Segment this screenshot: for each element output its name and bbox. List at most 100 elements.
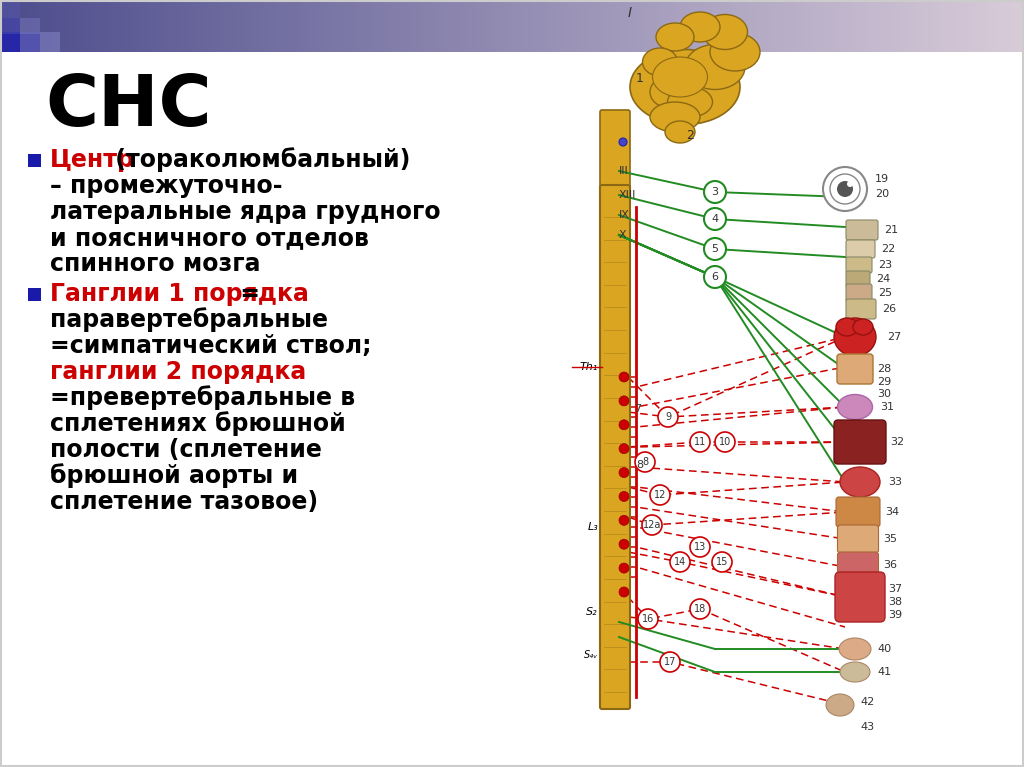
Bar xyxy=(476,0,482,52)
Bar xyxy=(164,0,170,52)
Bar xyxy=(1009,0,1015,52)
Bar xyxy=(804,0,810,52)
Text: 12a: 12a xyxy=(643,520,662,530)
Bar xyxy=(379,0,385,52)
Ellipse shape xyxy=(668,87,713,117)
Ellipse shape xyxy=(702,15,748,50)
Bar xyxy=(671,0,677,52)
Text: и поясничного отделов: и поясничного отделов xyxy=(50,226,369,250)
Bar xyxy=(271,0,278,52)
Circle shape xyxy=(618,420,629,430)
FancyBboxPatch shape xyxy=(600,110,630,194)
Bar xyxy=(236,0,242,52)
Text: брюшной аорты и: брюшной аорты и xyxy=(50,463,298,489)
Bar xyxy=(87,0,93,52)
Bar xyxy=(876,0,882,52)
Bar xyxy=(507,0,513,52)
FancyBboxPatch shape xyxy=(846,299,876,319)
Ellipse shape xyxy=(685,44,745,90)
Bar xyxy=(947,0,953,52)
Ellipse shape xyxy=(834,318,876,356)
Bar xyxy=(696,0,702,52)
Bar xyxy=(1004,0,1010,52)
Bar xyxy=(461,0,467,52)
Bar xyxy=(5,0,11,52)
Bar xyxy=(20,32,40,52)
Bar xyxy=(1014,0,1020,52)
Bar xyxy=(184,0,190,52)
Bar xyxy=(471,0,477,52)
Bar xyxy=(205,0,211,52)
Bar xyxy=(20,18,40,34)
Bar xyxy=(210,0,216,52)
Bar xyxy=(773,0,779,52)
Bar xyxy=(620,0,626,52)
Circle shape xyxy=(642,515,662,535)
Text: 34: 34 xyxy=(885,507,899,517)
Text: 21: 21 xyxy=(884,225,898,235)
Bar xyxy=(404,0,411,52)
Ellipse shape xyxy=(826,694,854,716)
FancyBboxPatch shape xyxy=(836,497,880,527)
Bar xyxy=(742,0,749,52)
Bar xyxy=(266,0,272,52)
Text: 35: 35 xyxy=(884,534,897,544)
Text: 8: 8 xyxy=(637,460,643,470)
Bar xyxy=(195,0,201,52)
Bar xyxy=(881,0,887,52)
Text: 10: 10 xyxy=(719,437,731,447)
Bar xyxy=(594,0,600,52)
Bar xyxy=(901,0,907,52)
Bar xyxy=(993,0,999,52)
Text: 19: 19 xyxy=(874,174,889,184)
Ellipse shape xyxy=(710,33,760,71)
Bar xyxy=(123,0,129,52)
Bar xyxy=(737,0,743,52)
Text: 18: 18 xyxy=(694,604,707,614)
Circle shape xyxy=(837,181,853,197)
Text: S₄ᵥ: S₄ᵥ xyxy=(584,650,598,660)
Circle shape xyxy=(690,599,710,619)
Bar xyxy=(717,0,723,52)
Circle shape xyxy=(705,208,726,230)
Bar xyxy=(809,0,815,52)
Bar xyxy=(655,0,662,52)
Bar xyxy=(748,0,754,52)
Text: 12: 12 xyxy=(653,490,667,500)
Bar xyxy=(256,0,262,52)
Text: L₃: L₃ xyxy=(587,522,598,532)
Text: Th₁: Th₁ xyxy=(580,362,598,372)
Bar xyxy=(384,0,390,52)
Bar xyxy=(988,0,994,52)
Bar xyxy=(0,0,6,52)
Text: сплетение тазовое): сплетение тазовое) xyxy=(50,490,318,514)
Text: 30: 30 xyxy=(877,389,891,399)
Bar xyxy=(630,0,636,52)
Text: 40: 40 xyxy=(877,644,891,654)
Text: XIII: XIII xyxy=(618,190,636,200)
Ellipse shape xyxy=(630,50,740,124)
Bar xyxy=(860,0,866,52)
Bar xyxy=(727,0,733,52)
Bar xyxy=(246,0,252,52)
Circle shape xyxy=(823,167,867,211)
Bar xyxy=(845,0,851,52)
Bar xyxy=(589,0,595,52)
Ellipse shape xyxy=(650,76,690,108)
Bar xyxy=(681,0,687,52)
Bar xyxy=(36,0,42,52)
Text: =: = xyxy=(232,282,260,306)
Bar xyxy=(40,32,60,52)
Text: 26: 26 xyxy=(882,304,896,314)
Text: 28: 28 xyxy=(877,364,891,374)
Bar xyxy=(51,0,57,52)
Bar xyxy=(850,0,856,52)
Bar xyxy=(328,0,334,52)
Text: III: III xyxy=(618,166,629,176)
Bar xyxy=(579,0,585,52)
Bar xyxy=(942,0,948,52)
Bar xyxy=(855,0,861,52)
Text: =симпатический ствол;: =симпатический ствол; xyxy=(50,334,372,358)
Bar xyxy=(28,154,41,167)
Bar xyxy=(369,0,375,52)
